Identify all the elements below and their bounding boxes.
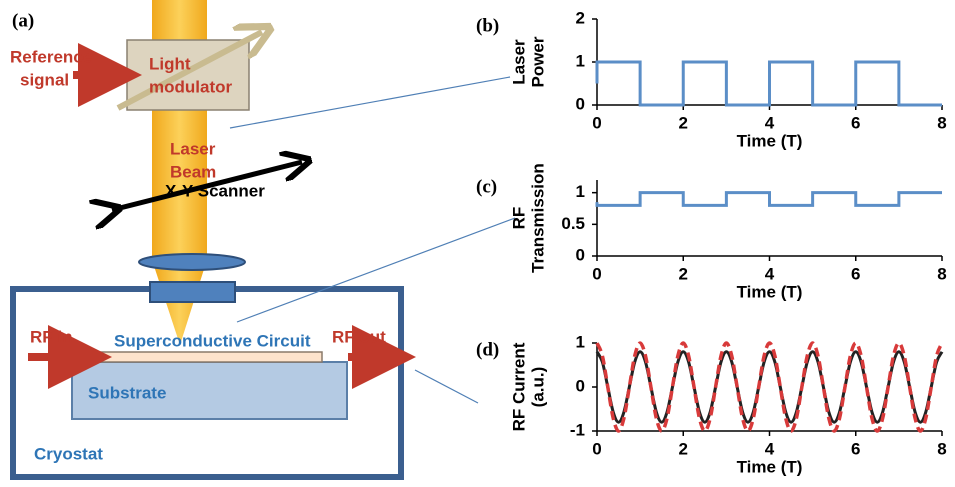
series-line (597, 62, 942, 105)
x-tick-label: 8 (937, 113, 946, 132)
label: modulator (149, 77, 232, 96)
y-tick-label: 1 (576, 332, 585, 351)
label: Cryostat (34, 444, 103, 463)
label: Superconductive Circuit (114, 331, 311, 350)
series-line (597, 352, 942, 422)
connector (237, 218, 515, 322)
panel-label: (a) (12, 10, 34, 31)
x-tick-label: 8 (937, 439, 946, 458)
y-axis-title: Laser (509, 39, 528, 85)
panel-label: (b) (476, 15, 499, 36)
label: X-Y Scanner (165, 181, 265, 200)
y-tick-label: 1 (576, 182, 585, 201)
x-tick-label: 2 (679, 113, 688, 132)
figure: (a) Reference signal Light modulator Las… (0, 0, 955, 487)
x-tick-label: 4 (765, 264, 775, 283)
x-tick-label: 6 (851, 264, 860, 283)
x-axis-title: Time (T) (737, 282, 803, 301)
y-tick-label: 2 (576, 8, 585, 27)
panel-label: (c) (476, 176, 497, 197)
y-axis-title: Transmission (528, 163, 547, 273)
label: RF in (30, 327, 73, 346)
y-axis-title: (a.u.) (528, 367, 547, 408)
circuit-box (98, 352, 322, 362)
y-tick-label: 1 (576, 51, 585, 70)
x-tick-label: 0 (592, 264, 601, 283)
label: signal (20, 70, 69, 89)
y-axis-title: Power (528, 36, 547, 87)
label: Reference (10, 47, 92, 66)
x-axis-title: Time (T) (737, 131, 803, 150)
series-line (597, 193, 942, 206)
x-tick-label: 4 (765, 113, 775, 132)
chart: -1 0 1 0 2 4 6 8 Time (T) RF Current(a.u.) (d) (476, 332, 947, 476)
y-tick-label: 0 (576, 94, 585, 113)
lens (139, 254, 245, 270)
diagram: (a) Reference signal Light modulator Las… (10, 0, 515, 477)
x-tick-label: 6 (851, 439, 860, 458)
label: Beam (170, 162, 216, 181)
x-tick-label: 0 (592, 439, 601, 458)
y-tick-label: 0.5 (561, 214, 585, 233)
window (150, 282, 235, 302)
x-tick-label: 2 (679, 264, 688, 283)
label: RF out (332, 327, 386, 346)
x-tick-label: 6 (851, 113, 860, 132)
y-tick-label: 0 (576, 376, 585, 395)
series-line (597, 343, 942, 431)
x-tick-label: 0 (592, 113, 601, 132)
x-tick-label: 2 (679, 439, 688, 458)
label: Laser (170, 139, 216, 158)
label: Substrate (88, 383, 166, 402)
y-tick-label: -1 (570, 420, 585, 439)
x-tick-label: 8 (937, 264, 946, 283)
connector (230, 77, 510, 128)
connector (415, 370, 478, 403)
y-tick-label: 0 (576, 245, 585, 264)
x-tick-label: 4 (765, 439, 775, 458)
label: Light (149, 54, 191, 73)
panel-label: (d) (476, 339, 499, 360)
x-axis-title: Time (T) (737, 457, 803, 476)
y-axis-title: RF Current (509, 342, 528, 431)
y-axis-title: RF (509, 207, 528, 230)
